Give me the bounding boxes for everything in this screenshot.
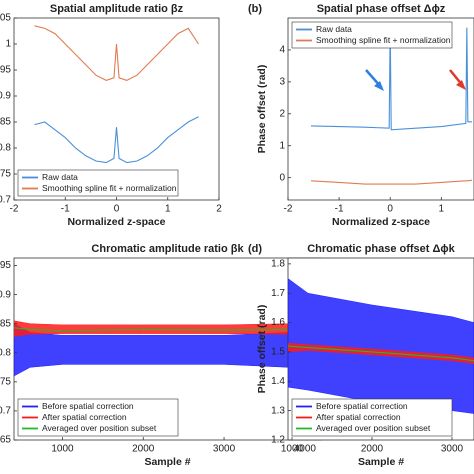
- y-tick-label: 0.95: [0, 65, 11, 76]
- y-tick-label: 1: [5, 39, 11, 50]
- y-tick-label: 0: [279, 172, 285, 183]
- y-tick-label: 0.75: [0, 376, 11, 387]
- legend-label: Averaged over position subset: [42, 423, 157, 433]
- x-tick-label: 1: [439, 204, 445, 215]
- chart-title: Chromatic phase offset Δϕk: [307, 243, 455, 255]
- legend-box: [291, 398, 453, 437]
- series-line: [288, 345, 474, 362]
- x-tick-label: 3000: [441, 444, 464, 455]
- y-tick-label: 0.65: [0, 435, 11, 446]
- band: [288, 278, 474, 414]
- legend-label: Smoothing spline fit + normalization: [316, 35, 451, 45]
- plot-area: [287, 17, 474, 201]
- y-tick-label: 0.75: [0, 169, 11, 180]
- x-tick-label: 2: [216, 204, 222, 215]
- y-tick-label: 0.85: [0, 318, 11, 329]
- y-tick-label: 0.9: [0, 91, 11, 102]
- legend-label: After spatial correction: [42, 412, 127, 422]
- x-tick-label: 4000: [294, 444, 317, 455]
- x-tick-label: 0: [387, 204, 393, 215]
- x-tick-label: 1000: [51, 444, 74, 455]
- x-axis-label: Normalized z-space: [332, 216, 430, 228]
- plot: [310, 27, 473, 185]
- panel: 0 1 2 3 4 -2 -1 0 1 Spatial phase offset Δϕz (b) No…: [248, 3, 474, 228]
- plot: [34, 25, 199, 164]
- x-tick-label: 3000: [213, 444, 236, 455]
- series-line: [310, 179, 473, 185]
- series-line: [34, 25, 199, 81]
- y-tick-label: 2: [279, 108, 285, 119]
- y-tick-label: 1.7: [271, 288, 285, 299]
- y-tick-label: 1.6: [271, 317, 285, 328]
- y-axis-label: Phase offset (rad): [256, 65, 268, 154]
- y-tick-label: 0.85: [0, 117, 11, 128]
- legend-label: Before spatial correction: [316, 401, 408, 411]
- legend-label: Before spatial correction: [42, 401, 134, 411]
- x-axis-label: Sample #: [144, 456, 190, 468]
- legend-box: [17, 398, 179, 437]
- x-tick-label: 2000: [132, 444, 155, 455]
- y-axis-label: Phase offset (rad): [256, 305, 268, 394]
- y-tick-label: 4: [279, 45, 285, 56]
- y-tick-label: 0.8: [0, 143, 11, 154]
- chart-title: Spatial phase offset Δϕz: [317, 3, 446, 15]
- y-tick-label: 1.5: [271, 347, 285, 358]
- y-tick-label: 0.7: [0, 406, 11, 417]
- legend-box: [291, 21, 453, 49]
- panels: 0.7 0.75 0.8 0.85 0.9 0.95 1 1.05 -2 -1 0 1 2 Spatial…: [0, 3, 474, 468]
- y-tick-label: 1.3: [271, 405, 285, 416]
- arrow-head: [456, 80, 466, 90]
- y-tick-label: 1.8: [271, 259, 285, 270]
- y-tick-label: 1.05: [0, 13, 11, 24]
- plot: [288, 278, 474, 414]
- y-tick-label: 0.8: [0, 347, 11, 358]
- arrow-head: [374, 81, 384, 91]
- x-tick-label: -2: [10, 204, 19, 215]
- x-tick-label: -2: [284, 204, 293, 215]
- x-tick-label: -1: [335, 204, 344, 215]
- chart-title: Chromatic amplitude ratio βk: [91, 243, 244, 255]
- y-tick-label: 0.9: [0, 289, 11, 300]
- x-tick-label: 2000: [361, 444, 384, 455]
- x-tick-label: 1000: [281, 444, 304, 455]
- band: [288, 342, 474, 364]
- panel-label: (d): [248, 243, 262, 255]
- series-line: [34, 116, 199, 164]
- x-axis-label: Normalized z-space: [67, 216, 165, 228]
- legend-box: [17, 169, 179, 197]
- series-line: [310, 27, 472, 131]
- panel: 1.2 1.3 1.4 1.5 1.6 1.7 1.8 1000 2000 3000 Chromat…: [248, 243, 474, 468]
- panel: 0.65 0.7 0.75 0.8 0.85 0.9 0.95 1000 2000 3000 400…: [0, 243, 322, 468]
- legend-label: Averaged over position subset: [316, 423, 431, 433]
- legend-label: Raw data: [42, 172, 78, 182]
- x-tick-label: -1: [61, 204, 70, 215]
- legend-label: After spatial correction: [316, 412, 401, 422]
- y-tick-label: 0.95: [0, 260, 11, 271]
- y-tick-label: 1: [279, 140, 285, 151]
- x-axis-label: Sample #: [358, 456, 404, 468]
- y-tick-label: 1.2: [271, 435, 285, 446]
- y-tick-label: 1.4: [271, 376, 285, 387]
- x-tick-label: 1: [165, 204, 171, 215]
- x-tick-label: 0: [114, 204, 120, 215]
- chart-title: Spatial amplitude ratio βz: [50, 3, 184, 15]
- panel-label: (b): [248, 3, 262, 15]
- legend-label: Smoothing spline fit + normalization: [42, 183, 177, 193]
- legend-label: Raw data: [316, 24, 352, 34]
- panel: 0.7 0.75 0.8 0.85 0.9 0.95 1 1.05 -2 -1 0 1 2 Spatial…: [0, 3, 222, 228]
- y-tick-label: 0.7: [0, 195, 11, 206]
- y-tick-label: 3: [279, 77, 285, 88]
